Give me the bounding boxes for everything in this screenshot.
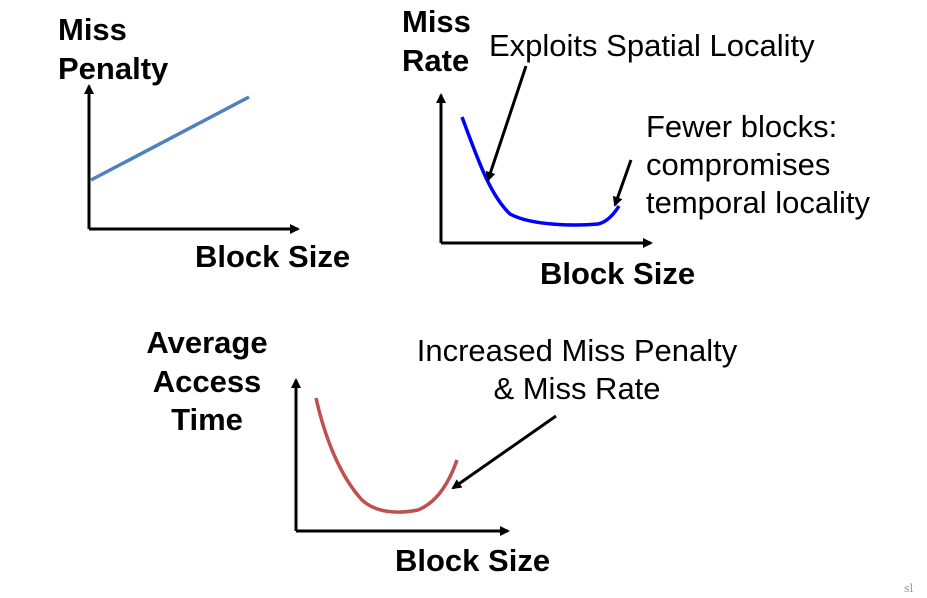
spatial-locality-arrow bbox=[485, 65, 528, 182]
miss-rate-y-label-line2: Rate bbox=[402, 43, 469, 78]
avg-access-time-y-label-line3: Time bbox=[171, 402, 243, 437]
miss-rate-y-label-line1: Miss bbox=[402, 4, 471, 39]
miss-rate-annotation-temporal-line3: temporal locality bbox=[646, 185, 870, 220]
miss-rate-x-label: Block Size bbox=[540, 256, 695, 291]
miss-rate-annotation-temporal-line1: Fewer blocks: bbox=[646, 109, 837, 144]
miss-rate-panel: Miss Rate Exploits Spatial Locality Fewe… bbox=[402, 4, 870, 291]
miss-penalty-y-label-line1: Miss bbox=[58, 12, 127, 47]
miss-rate-annotation-temporal-line2: compromises bbox=[646, 147, 830, 182]
corner-mark: sl bbox=[904, 582, 914, 595]
avg-access-time-annotation-line2: & Miss Rate bbox=[493, 371, 660, 406]
increased-penalty-arrow bbox=[451, 414, 557, 490]
miss-penalty-line bbox=[90, 95, 250, 182]
avg-access-time-x-label: Block Size bbox=[395, 543, 550, 578]
miss-rate-curve bbox=[460, 116, 621, 227]
temporal-locality-arrow bbox=[612, 159, 633, 207]
avg-access-time-annotation-line1: Increased Miss Penalty bbox=[417, 333, 738, 368]
avg-access-time-panel: Average Access Time Increased Miss Penal… bbox=[146, 325, 737, 578]
miss-rate-annotation-spatial: Exploits Spatial Locality bbox=[489, 28, 815, 63]
miss-penalty-x-label: Block Size bbox=[195, 239, 350, 274]
avg-access-time-curve bbox=[314, 397, 459, 514]
avg-access-time-y-label-line1: Average bbox=[146, 325, 267, 360]
miss-penalty-y-label-line2: Penalty bbox=[58, 51, 169, 86]
avg-access-time-y-label-line2: Access bbox=[153, 364, 262, 399]
miss-penalty-panel: Miss Penalty Block Size bbox=[58, 12, 350, 274]
